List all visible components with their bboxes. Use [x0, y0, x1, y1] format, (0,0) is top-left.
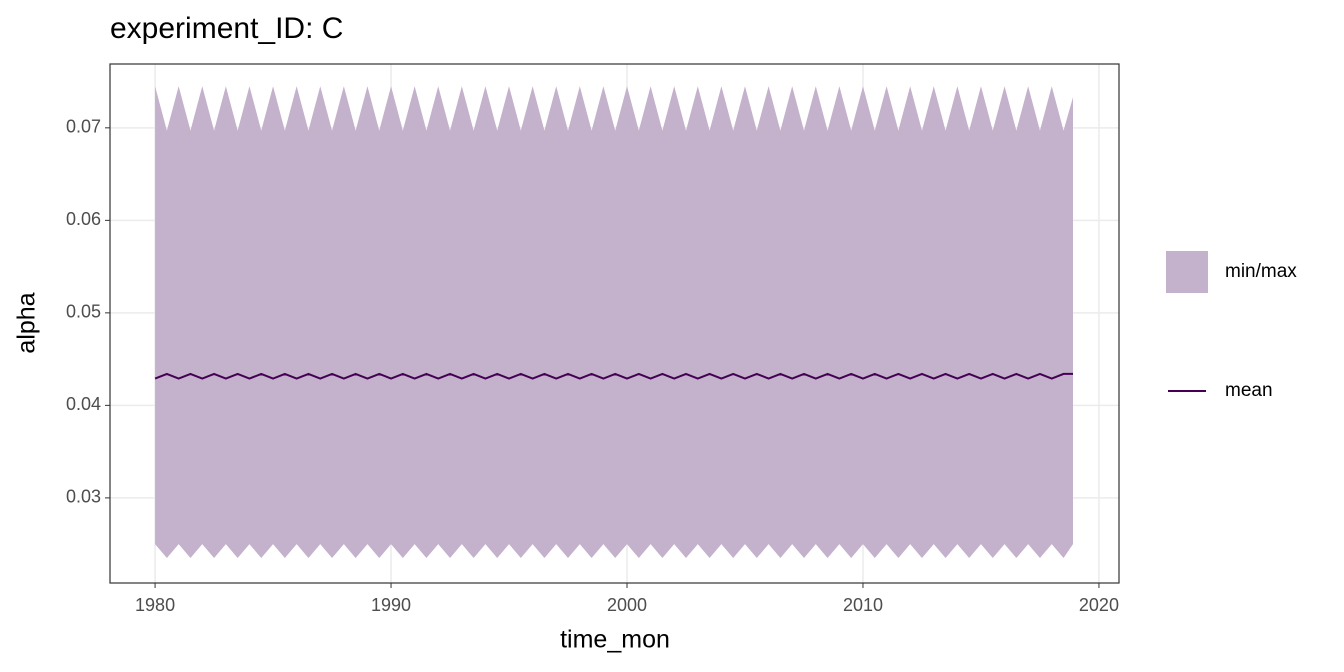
x-tick-label: 1980 [135, 595, 175, 615]
legend-label: min/max [1225, 261, 1297, 282]
x-tick-label: 2020 [1079, 595, 1119, 615]
y-tick-label: 0.04 [66, 394, 101, 414]
y-tick-label: 0.03 [66, 487, 101, 507]
x-axis-title: time_mon [560, 626, 670, 654]
x-tick-label: 1990 [371, 595, 411, 615]
mean-line [154, 372, 1073, 380]
legend-label: mean [1225, 380, 1273, 401]
axes: 0.03 0.04 0.05 0.06 0.07 1980 1990 2000 2010 2020 [66, 117, 1119, 615]
legend-swatch [1166, 251, 1208, 293]
y-tick-label: 0.07 [66, 117, 101, 137]
x-tick-label: 2000 [607, 595, 647, 615]
x-tick-label: 2010 [843, 595, 883, 615]
plot-marks [154, 86, 1073, 559]
legend: min/max mean [1166, 251, 1297, 401]
y-tick-label: 0.05 [66, 302, 101, 322]
y-tick-label: 0.06 [66, 209, 101, 229]
chart-title: experiment_ID: C [110, 12, 343, 45]
y-axis-title: alpha [13, 292, 41, 353]
panel-border [109, 63, 1120, 584]
ribbon [155, 86, 1073, 559]
